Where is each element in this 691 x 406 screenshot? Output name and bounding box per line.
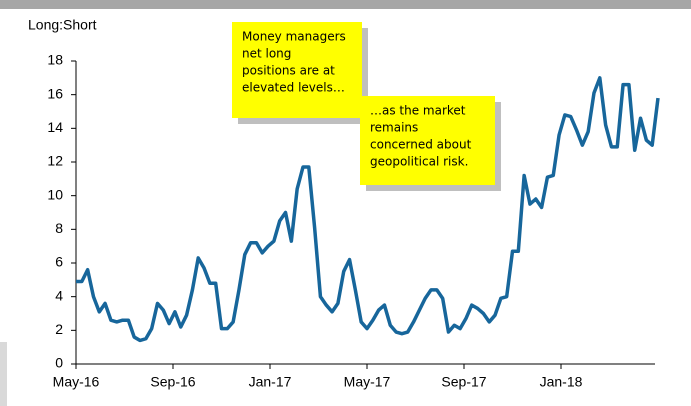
y-tick-label: 14 bbox=[47, 119, 63, 135]
x-tick-label: May-17 bbox=[344, 374, 391, 390]
side-band bbox=[0, 342, 7, 406]
annotation-text: Money managers bbox=[242, 30, 346, 44]
y-tick-label: 18 bbox=[47, 52, 63, 68]
y-tick-label: 6 bbox=[55, 254, 63, 270]
y-tick-label: 8 bbox=[55, 220, 63, 236]
y-tick-label: 0 bbox=[55, 355, 63, 371]
annotation: Money managers net long positions are at el… bbox=[232, 22, 368, 124]
x-tick-label: Jan-18 bbox=[540, 374, 583, 390]
annotation-text: remains bbox=[370, 121, 418, 135]
x-tick-label: Sep-16 bbox=[150, 374, 195, 390]
x-tick-label: Jan-17 bbox=[249, 374, 292, 390]
y-tick-label: 10 bbox=[47, 186, 63, 202]
x-tick-label: Sep-17 bbox=[441, 374, 486, 390]
data-line bbox=[76, 76, 660, 343]
annotation-text: elevated levels… bbox=[242, 81, 345, 95]
annotation-text: positions are at bbox=[242, 64, 335, 78]
y-tick-label: 2 bbox=[55, 321, 63, 337]
annotation-box bbox=[232, 22, 362, 118]
annotation-text: net long bbox=[242, 47, 291, 61]
annotation-box bbox=[360, 96, 495, 185]
top-band bbox=[0, 0, 691, 9]
annotation-text: …as the market bbox=[370, 104, 466, 118]
annotation-text: concerned about bbox=[370, 138, 472, 152]
y-tick-label: 16 bbox=[47, 85, 63, 101]
y-tick-label: 12 bbox=[47, 153, 63, 169]
y-tick-label: 4 bbox=[55, 287, 63, 303]
annotation-text: geopolitical risk. bbox=[370, 155, 468, 169]
annotation: …as the market remains concerned about geop… bbox=[360, 96, 501, 191]
y-axis-label: Long:Short bbox=[28, 17, 97, 33]
x-tick-label: May-16 bbox=[53, 374, 100, 390]
